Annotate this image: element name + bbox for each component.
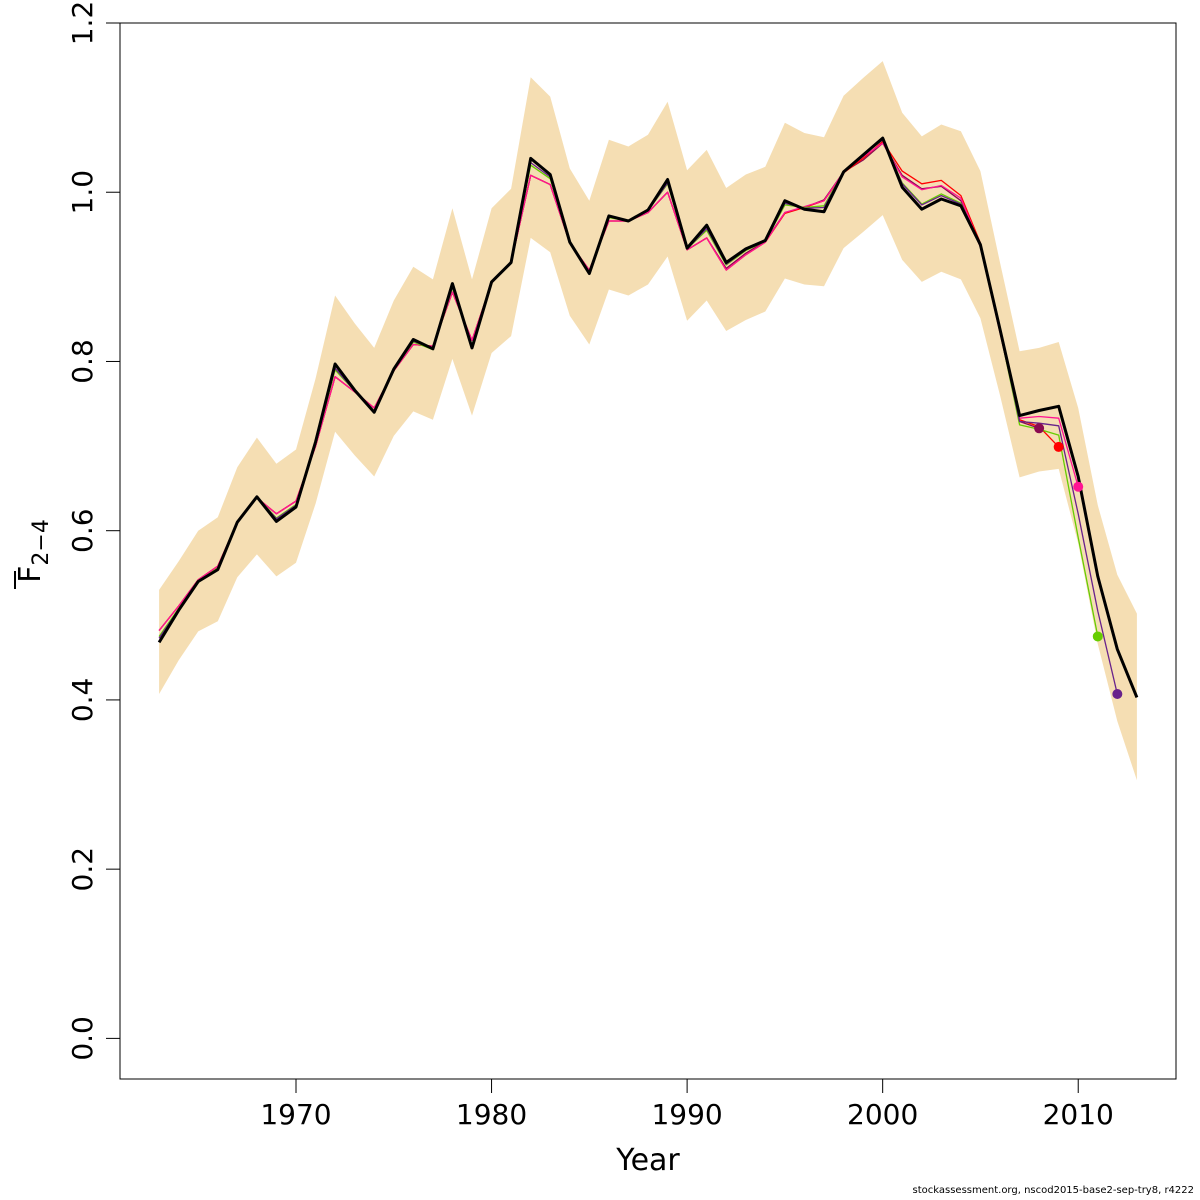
svg-text:F2−4: F2−4	[13, 519, 54, 583]
retro-endpoint-2011	[1092, 631, 1103, 642]
x-tick-label-1980: 1980	[456, 1098, 527, 1131]
confidence-band	[159, 61, 1137, 781]
x-axis-label: Year	[615, 1143, 680, 1178]
plot-area	[157, 61, 1139, 781]
retro-endpoint-2008	[1034, 423, 1045, 434]
y-tick-label-3: 0.6	[66, 508, 99, 553]
estimate-line	[157, 136, 1139, 698]
y-tick-label-4: 0.8	[66, 339, 99, 384]
x-axis: 1970 1980 1990 2000 2010	[260, 1078, 1114, 1131]
x-tick-label-2010: 2010	[1043, 1098, 1114, 1131]
y-tick-label-0: 0.0	[66, 1016, 99, 1061]
y-axis-label-sub: 2−4	[29, 519, 54, 565]
y-axis-label: F2−4	[13, 519, 54, 589]
y-tick-label-1: 0.2	[66, 847, 99, 892]
retro-endpoint-2010	[1073, 481, 1084, 492]
y-tick-label-5: 1.0	[66, 170, 99, 215]
x-tick-label-1990: 1990	[651, 1098, 722, 1131]
y-axis: 0.0 0.2 0.4 0.6 0.8 1.0 1.2	[66, 1, 121, 1061]
y-axis-label-main: F	[13, 566, 48, 583]
y-tick-label-6: 1.2	[66, 1, 99, 46]
retro-endpoints	[1034, 423, 1123, 699]
x-tick-label-1970: 1970	[260, 1098, 331, 1131]
x-tick-label-2000: 2000	[847, 1098, 918, 1131]
retro-endpoint-2009	[1053, 441, 1064, 452]
footer-credit: stockassessment.org, nscod2015-base2-sep…	[912, 1185, 1195, 1196]
y-tick-label-2: 0.4	[66, 678, 99, 723]
retro-endpoint-2012	[1112, 689, 1123, 699]
